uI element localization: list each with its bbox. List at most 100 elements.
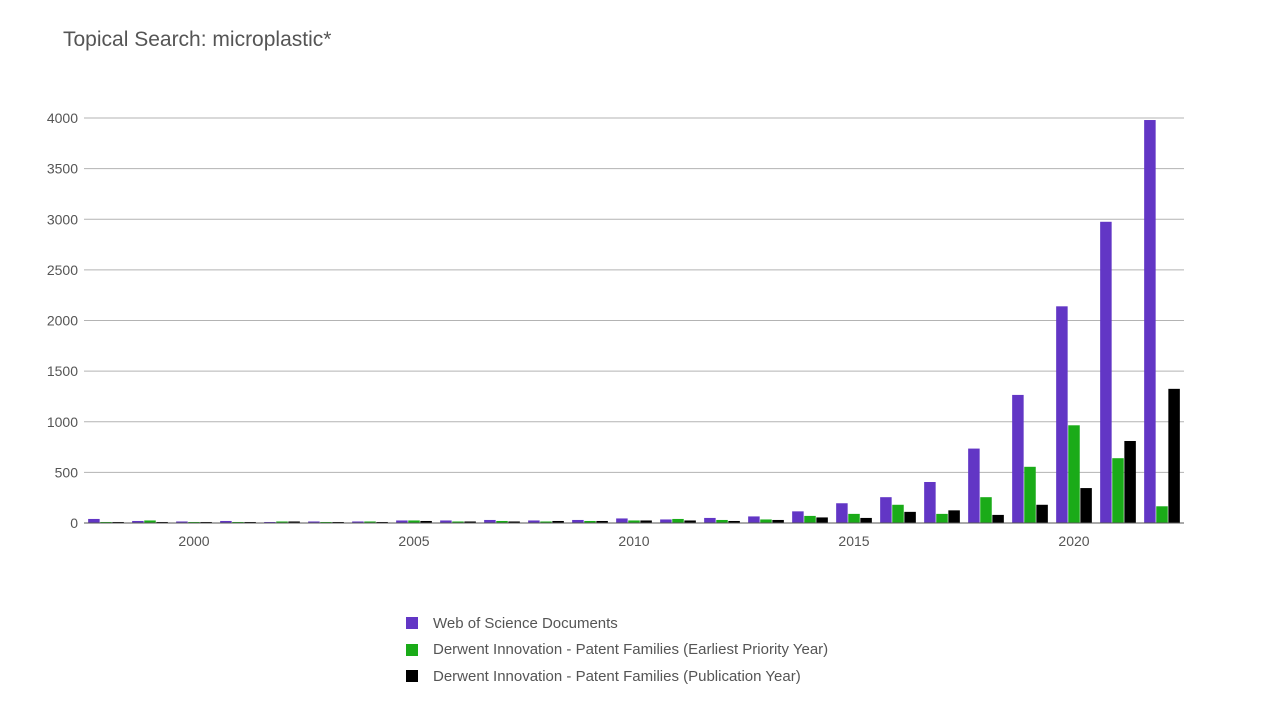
y-tick-label: 1000 [47,414,78,430]
bar-series-1[interactable] [924,481,936,523]
y-tick-label: 2000 [47,313,78,329]
legend-item-publication-year[interactable]: Derwent Innovation - Patent Families (Pu… [406,663,828,690]
chart-title: Topical Search: microplastic* [63,28,332,51]
x-tick-label: 2010 [618,533,649,549]
bar-series-1[interactable] [1100,221,1112,523]
bar-series-2[interactable] [320,521,332,523]
bar-series-3[interactable] [948,510,960,523]
bar-series-3[interactable] [684,520,696,523]
bar-series-2[interactable] [1156,506,1168,523]
bar-series-2[interactable] [188,521,200,523]
bar-series-2[interactable] [144,520,156,523]
bar-series-1[interactable] [836,503,848,523]
bar-series-3[interactable] [288,521,300,523]
bar-series-3[interactable] [552,520,564,523]
bar-series-3[interactable] [156,521,168,523]
y-tick-label: 3000 [47,211,78,227]
bar-series-1[interactable] [968,448,980,523]
bar-series-2[interactable] [628,520,640,523]
bar-series-2[interactable] [980,497,992,523]
bar-series-3[interactable] [508,521,520,523]
bar-series-1[interactable] [572,519,584,523]
bar-series-1[interactable] [220,520,232,523]
bar-series-2[interactable] [672,518,684,523]
legend-swatch-publication-year [406,670,418,683]
bar-series-2[interactable] [364,521,376,523]
bar-series-1[interactable] [440,520,452,523]
legend-label-web-of-science: Web of Science Documents [433,614,618,632]
bar-series-3[interactable] [772,519,784,523]
y-tick-label: 3500 [47,161,78,177]
x-tick-label: 2020 [1058,533,1089,549]
y-tick-label: 500 [55,464,79,480]
bar-series-1[interactable] [1012,394,1024,523]
bar-series-1[interactable] [176,521,188,523]
bar-series-1[interactable] [528,520,540,523]
bar-series-3[interactable] [244,521,256,523]
bar-series-1[interactable] [1056,306,1068,523]
legend: Web of Science Documents Derwent Innovat… [406,610,828,690]
bar-series-2[interactable] [408,520,420,523]
x-tick-label: 2015 [838,533,869,549]
bar-series-3[interactable] [1036,504,1048,523]
bar-series-2[interactable] [100,521,112,523]
bar-series-2[interactable] [892,504,904,523]
bar-series-1[interactable] [88,518,100,523]
bar-series-2[interactable] [496,520,508,523]
y-tick-label: 2500 [47,262,78,278]
bar-series-1[interactable] [792,511,804,523]
bar-series-1[interactable] [308,521,320,523]
bar-series-3[interactable] [860,517,872,523]
bar-series-2[interactable] [584,520,596,523]
legend-swatch-earliest-priority [406,643,418,656]
bar-series-2[interactable] [936,513,948,523]
bar-series-2[interactable] [276,521,288,523]
bar-series-3[interactable] [200,521,212,523]
bar-series-3[interactable] [596,520,608,523]
bar-series-2[interactable] [760,519,772,523]
bar-series-3[interactable] [904,511,916,523]
legend-label-publication-year: Derwent Innovation - Patent Families (Pu… [433,667,801,685]
x-axis-tick-labels: 2000 2005 2010 2015 2020 [178,533,1089,549]
bar-series-2[interactable] [1024,466,1036,523]
bar-series-1[interactable] [616,518,628,523]
legend-item-earliest-priority[interactable]: Derwent Innovation - Patent Families (Ea… [406,637,828,664]
bar-series-1[interactable] [748,516,760,523]
bar-series-1[interactable] [132,520,144,523]
bar-series-1[interactable] [1144,120,1156,524]
y-tick-label: 0 [70,515,78,531]
bar-series-1[interactable] [264,521,276,523]
bar-series-2[interactable] [1112,458,1124,523]
bar-series-3[interactable] [992,514,1004,523]
bar-series-2[interactable] [452,521,464,523]
bar-series-3[interactable] [1168,388,1180,523]
bar-series-2[interactable] [804,515,816,523]
bar-series-3[interactable] [332,521,344,523]
bar-series-3[interactable] [112,521,124,523]
bar-series-1[interactable] [660,519,672,523]
bar-series-2[interactable] [848,513,860,523]
bar-series-3[interactable] [640,520,652,523]
bars [88,120,1180,524]
legend-label-earliest-priority: Derwent Innovation - Patent Families (Ea… [433,641,829,659]
bar-series-3[interactable] [1124,440,1136,523]
bar-series-3[interactable] [376,521,388,523]
x-tick-label: 2005 [398,533,429,549]
bar-series-1[interactable] [704,517,716,523]
bar-series-2[interactable] [1068,425,1080,523]
bar-series-2[interactable] [540,521,552,523]
bar-series-1[interactable] [484,519,496,523]
bar-series-3[interactable] [464,521,476,523]
bar-series-2[interactable] [232,521,244,523]
bar-series-3[interactable] [728,520,740,523]
bar-series-1[interactable] [396,520,408,523]
y-axis-tick-labels: 0 500 1000 1500 2000 2500 3000 3500 4000 [47,110,78,531]
legend-item-web-of-science[interactable]: Web of Science Documents [406,610,828,637]
bar-series-1[interactable] [880,497,892,523]
bar-series-3[interactable] [816,517,828,523]
y-tick-label: 1500 [47,363,78,379]
bar-series-2[interactable] [716,519,728,523]
bar-series-3[interactable] [420,520,432,523]
bar-series-3[interactable] [1080,488,1092,523]
bar-series-1[interactable] [352,521,364,523]
